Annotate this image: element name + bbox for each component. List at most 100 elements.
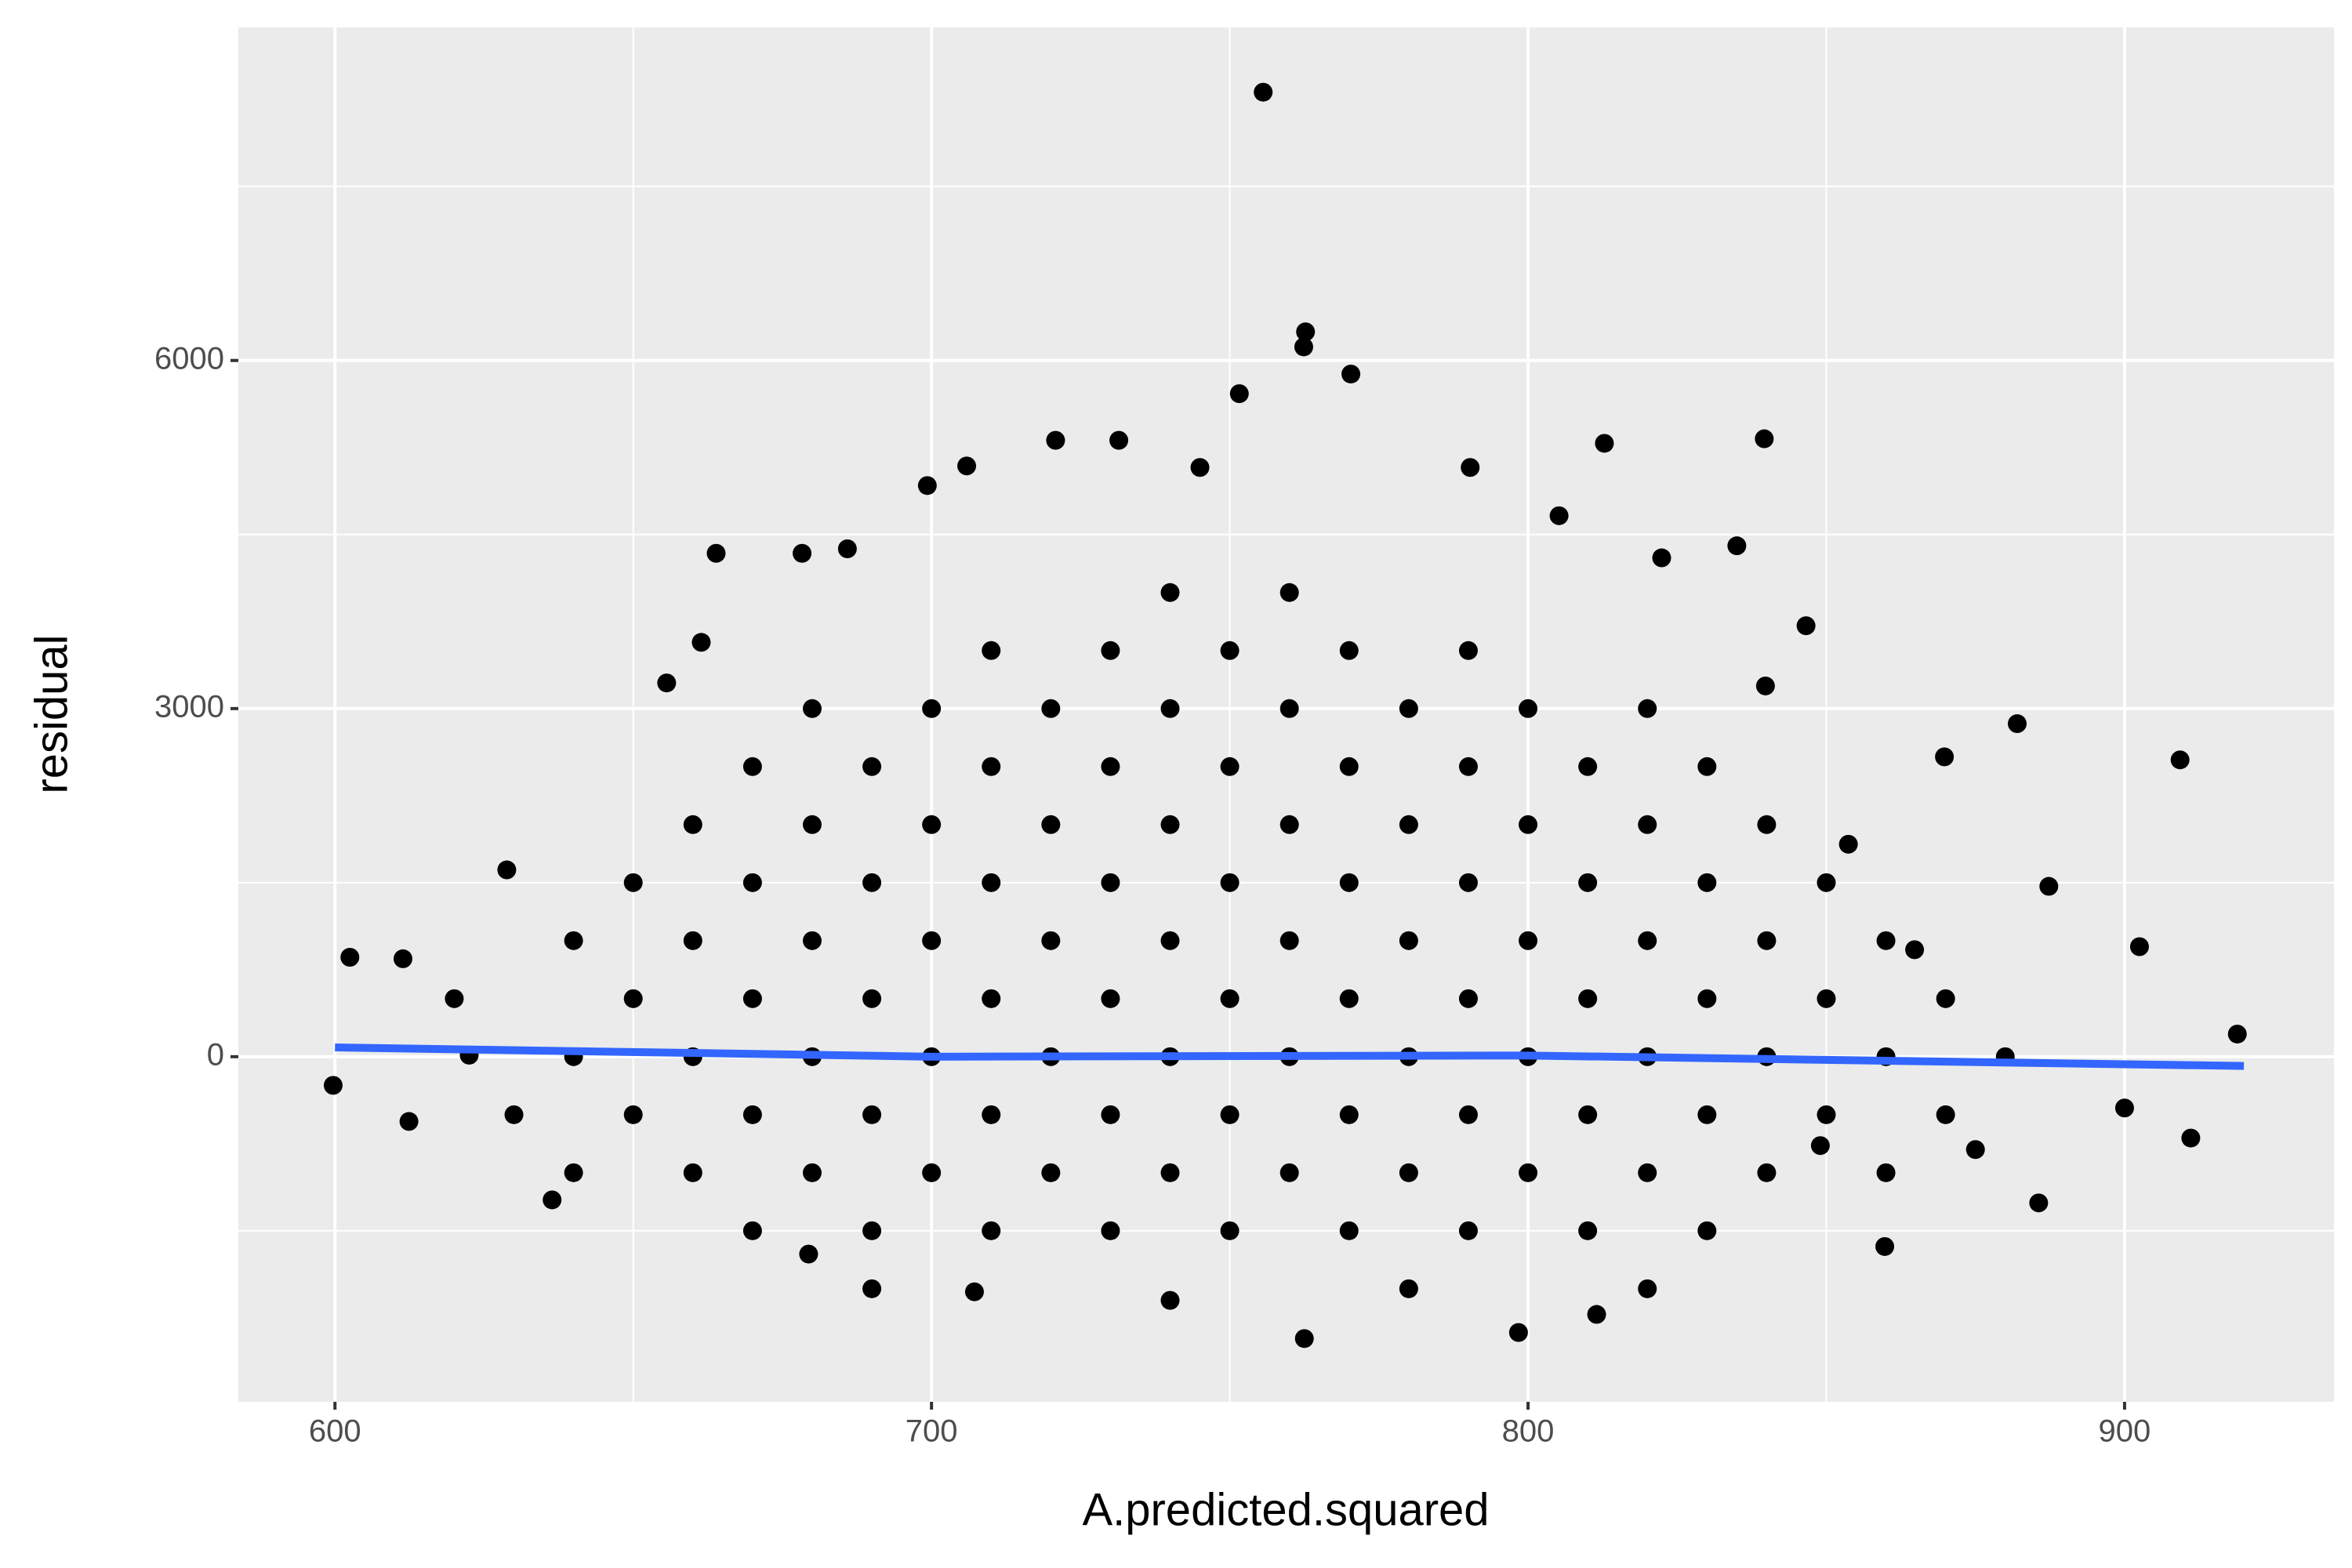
point: [1160, 583, 1180, 602]
point: [1458, 989, 1478, 1008]
point: [742, 1221, 762, 1240]
point: [1399, 699, 1418, 718]
point: [1296, 322, 1316, 342]
point: [1508, 1323, 1528, 1342]
point: [1101, 641, 1120, 660]
point: [1339, 1105, 1359, 1124]
point: [1160, 699, 1180, 718]
point: [1220, 757, 1240, 776]
y-tick-label: 0: [207, 1037, 224, 1072]
point: [691, 633, 711, 652]
point: [1519, 931, 1538, 950]
point: [1519, 815, 1538, 834]
point: [1220, 873, 1240, 892]
point: [799, 1244, 818, 1264]
y-tick-label: 3000: [154, 689, 224, 724]
point: [964, 1282, 984, 1301]
point: [657, 673, 677, 693]
point: [2227, 1024, 2247, 1044]
point: [1697, 873, 1717, 892]
point: [1578, 873, 1598, 892]
point: [683, 931, 702, 950]
point: [394, 949, 413, 968]
point: [862, 1221, 882, 1240]
point: [1578, 757, 1598, 776]
point: [1652, 548, 1671, 568]
point: [1341, 365, 1361, 384]
point: [1458, 1105, 1478, 1124]
point: [1458, 641, 1478, 660]
point: [1279, 815, 1299, 834]
point: [1458, 873, 1478, 892]
point: [323, 1076, 343, 1095]
x-tick-label: 600: [309, 1414, 361, 1449]
point: [1755, 429, 1774, 448]
point: [543, 1190, 562, 1210]
point: [793, 543, 812, 563]
point: [1549, 506, 1569, 525]
point: [922, 815, 942, 834]
point: [1160, 1290, 1180, 1310]
point: [862, 989, 882, 1008]
point: [1965, 1140, 1985, 1160]
point: [1339, 641, 1359, 660]
point: [1757, 1163, 1777, 1182]
point: [1757, 815, 1777, 834]
point: [1160, 815, 1180, 834]
point: [1339, 757, 1359, 776]
point: [1936, 1105, 1955, 1124]
point: [1294, 337, 1313, 357]
point: [1399, 815, 1418, 834]
point: [1101, 757, 1120, 776]
point: [2181, 1128, 2201, 1148]
point: [1220, 1221, 1240, 1240]
point: [1817, 1105, 1836, 1124]
point: [399, 1112, 419, 1131]
point: [1876, 931, 1896, 950]
point: [1578, 989, 1598, 1008]
point: [982, 641, 1001, 660]
point: [683, 815, 702, 834]
point: [1254, 82, 1273, 102]
point: [1041, 699, 1061, 718]
point: [1046, 430, 1065, 450]
point: [564, 931, 583, 950]
point: [1399, 931, 1418, 950]
point: [922, 931, 942, 950]
point: [1461, 458, 1480, 477]
point: [862, 757, 882, 776]
point: [957, 456, 977, 476]
point: [802, 931, 822, 950]
point: [1458, 757, 1478, 776]
point: [742, 757, 762, 776]
point: [982, 873, 1001, 892]
point: [623, 989, 643, 1008]
trend-line: [335, 1043, 2245, 1070]
point: [1638, 931, 1657, 950]
point: [1458, 1221, 1478, 1240]
point: [1638, 1163, 1657, 1182]
point: [742, 989, 762, 1008]
point: [445, 989, 464, 1008]
point: [1399, 1279, 1418, 1298]
point: [1817, 989, 1836, 1008]
point: [742, 1105, 762, 1124]
point: [1578, 1221, 1598, 1240]
point: [1587, 1305, 1606, 1324]
y-axis-title: residual: [26, 634, 77, 793]
point: [623, 873, 643, 892]
point: [1638, 699, 1657, 718]
y-tick-label: 6000: [154, 341, 224, 376]
point: [862, 873, 882, 892]
x-tick-label: 700: [906, 1414, 958, 1449]
point: [1279, 583, 1299, 602]
point: [1399, 1163, 1418, 1182]
point: [1101, 873, 1120, 892]
point: [1697, 1221, 1717, 1240]
point: [1875, 1236, 1895, 1256]
point: [742, 873, 762, 892]
point: [1109, 430, 1129, 450]
point: [1796, 616, 1816, 636]
point: [1279, 699, 1299, 718]
